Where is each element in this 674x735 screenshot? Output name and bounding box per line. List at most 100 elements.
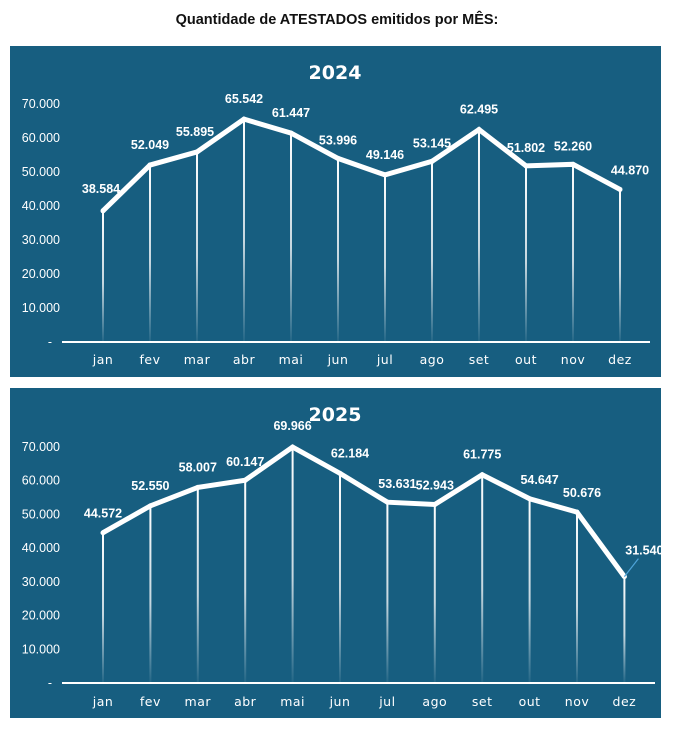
data-label-ago: 52.943 [416,479,454,493]
data-label-dez: 31.540 [625,544,661,558]
data-label-nov: 50.676 [563,486,601,500]
data-point-set [476,127,482,133]
data-label-mai: 69.966 [273,419,311,433]
data-label-jan: 38.584 [82,182,120,196]
line-chart-2024: 2024 - 10.000 20.000 30.000 40.000 50.000 60.00… [22,62,650,367]
data-point-ago [432,502,438,508]
x-tick-label: dez [608,352,632,367]
data-label-abr: 65.542 [225,92,263,106]
data-label-fev: 52.550 [131,479,169,493]
data-label-nov: 52.260 [554,139,592,153]
y-tick-label: 50.000 [22,507,60,521]
drop-line-abr [243,119,245,343]
data-label-jul: 53.631 [378,477,416,491]
y-tick-label: 10.000 [22,301,60,315]
chart-title-2024: 2024 [309,62,362,84]
x-tick-label: fev [140,352,161,367]
drop-line-mai [290,133,292,342]
drop-line-nov [572,164,574,342]
data-point-out [523,163,529,169]
data-point-fev [147,503,153,509]
x-tick-label: mai [279,352,304,367]
drop-line-fev [149,505,152,683]
drop-line-set [481,474,484,683]
chart-panel-2025: 2025 - 10.000 20.000 30.000 40.000 50.000 60.00… [10,388,661,718]
x-tick-label: jan [92,694,114,709]
x-tick-label: nov [561,352,586,367]
data-point-ago [429,158,435,164]
y-tick-label: 60.000 [22,131,60,145]
data-point-abr [241,116,247,122]
drop-line-dez [623,576,626,683]
data-label-mar: 58.007 [179,460,217,474]
y-tick-label: 20.000 [22,609,60,623]
data-label-out: 54.647 [520,473,558,487]
page-title: Quantidade de ATESTADOS emitidos por MÊS… [175,12,499,28]
data-label-out: 51.802 [507,141,545,155]
drop-line-ago [431,161,433,342]
drop-line-jun [339,473,341,683]
x-tick-label: jun [329,694,351,709]
data-point-jun [337,470,343,476]
x-tick-label: out [519,694,541,709]
y-tick-label: 10.000 [22,642,60,656]
data-point-dez [617,186,623,192]
data-point-out [527,496,533,502]
y-tick-label: 60.000 [22,474,60,488]
data-label-ago: 53.145 [413,136,451,150]
data-point-mai [288,130,294,136]
drop-line-jul [386,502,389,683]
data-label-dez: 44.870 [611,163,649,177]
data-label-set: 61.775 [463,448,501,462]
x-tick-label: jan [92,352,114,367]
x-tick-label: ago [422,694,447,709]
x-tick-label: mai [280,694,305,709]
x-tick-label: nov [565,694,590,709]
y-tick-label: 20.000 [22,267,60,281]
data-point-set [479,472,485,478]
data-label-jul: 49.146 [366,148,404,162]
x-tick-label: jul [376,352,393,367]
data-point-jan [100,208,106,214]
x-tick-label: ago [420,352,445,367]
line-chart-2025: 2025 - 10.000 20.000 30.000 40.000 50.000 60.00… [22,404,661,709]
chart-panel-2024: 2024 - 10.000 20.000 30.000 40.000 50.000 60.00… [10,46,661,377]
drop-line-dez [619,189,621,342]
series-line-2024 [101,116,622,213]
drop-line-fev [149,165,151,342]
drop-line-jan [102,532,104,683]
x-tick-label: set [472,694,493,709]
data-label-fev: 52.049 [131,138,169,152]
drop-line-out [525,165,527,342]
y-tick-label: 50.000 [22,165,60,179]
chart-title-2025: 2025 [309,404,362,426]
y-tick-label: 30.000 [22,575,60,589]
drop-line-ago [433,504,436,683]
data-point-mai [290,444,296,450]
y-tick-label: - [48,676,52,690]
data-label-abr: 60.147 [226,455,264,469]
x-tick-label: abr [234,694,257,709]
drop-line-mar [196,151,198,342]
data-point-jul [382,172,388,178]
data-point-fev [147,162,153,168]
drop-line-abr [244,480,247,683]
drop-line-jul [384,174,386,342]
data-label-jun: 62.184 [331,446,369,460]
x-tick-label: jul [378,694,395,709]
x-tick-label: mar [184,352,211,367]
data-point-jan [100,530,106,536]
drop-line-nov [576,512,578,683]
x-tick-label: fev [140,694,161,709]
data-point-nov [574,509,580,515]
drop-line-jan [102,210,104,342]
y-tick-label: 70.000 [22,97,60,111]
data-label-mar: 55.895 [176,125,214,139]
x-tick-label: out [515,352,537,367]
x-tick-label: jun [327,352,349,367]
y-tick-label: 70.000 [22,440,60,454]
drop-line-set [478,129,480,342]
x-tick-label: dez [613,694,637,709]
x-tick-label: abr [233,352,256,367]
x-tick-label: mar [185,694,212,709]
